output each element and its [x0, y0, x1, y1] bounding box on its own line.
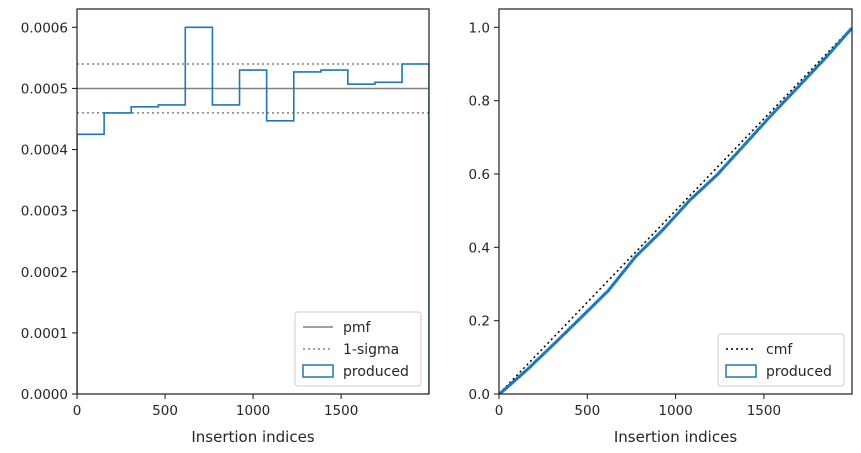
panel1-ytick-label: 0.0001	[21, 326, 68, 342]
panel1-legend-label: produced	[343, 364, 409, 380]
panel2-xtick-label: 1000	[658, 403, 692, 419]
panel2-legend-handle-produced	[725, 364, 757, 378]
panel1-legend-box	[294, 311, 422, 387]
panel2-legend-label: produced	[766, 364, 832, 380]
panel2-xlabel: Insertion indices	[614, 428, 737, 446]
panel2-xtick-label: 1500	[747, 403, 781, 419]
panel1-xtick-label: 500	[152, 403, 178, 419]
panel1-ytick-label: 0.0003	[21, 204, 68, 220]
panel2-plot-area	[499, 26, 852, 394]
panel1-xtick-label: 0	[73, 403, 82, 419]
panel1-legend-label: pmf	[343, 320, 372, 336]
panel1-plot-area	[77, 26, 429, 394]
panel1-legend: pmf 1-sigma produced	[294, 311, 422, 387]
panel2-produced-cumulative	[499, 27, 852, 394]
panel2-ytick-label: 0.4	[469, 240, 490, 256]
panel2-ytick-label: 0.8	[469, 94, 490, 110]
panel1-ytick-label: 0.0004	[21, 143, 68, 159]
panel2-xtick-label: 500	[574, 403, 600, 419]
panel1-ytick-label: 0.0006	[21, 20, 68, 36]
panel2-legend-label: cmf	[766, 342, 793, 358]
panel1-xtick-label: 1500	[324, 403, 358, 419]
panel2-legend: cmf produced	[717, 333, 845, 387]
panel1-legend-label: 1-sigma	[343, 342, 399, 358]
panel2-legend-box	[717, 333, 845, 387]
panel2-xtick-label: 0	[495, 403, 504, 419]
panel1-xlabel: Insertion indices	[191, 428, 314, 446]
panel1-legend-handle-produced	[302, 364, 334, 378]
panel2-ytick-label: 0.0	[469, 387, 490, 403]
panel2-ytick-label: 0.2	[469, 314, 490, 330]
panel2-ytick-label: 0.6	[469, 167, 490, 183]
panel1-ytick-label: 0.0002	[21, 265, 68, 281]
panel1-xtick-label: 1000	[236, 403, 270, 419]
panel1-ytick-label: 0.0000	[21, 387, 68, 403]
panel1-ytick-label: 0.0005	[21, 81, 68, 97]
panel2-ytick-label: 1.0	[469, 20, 490, 36]
panel1-produced-step	[77, 26, 429, 394]
